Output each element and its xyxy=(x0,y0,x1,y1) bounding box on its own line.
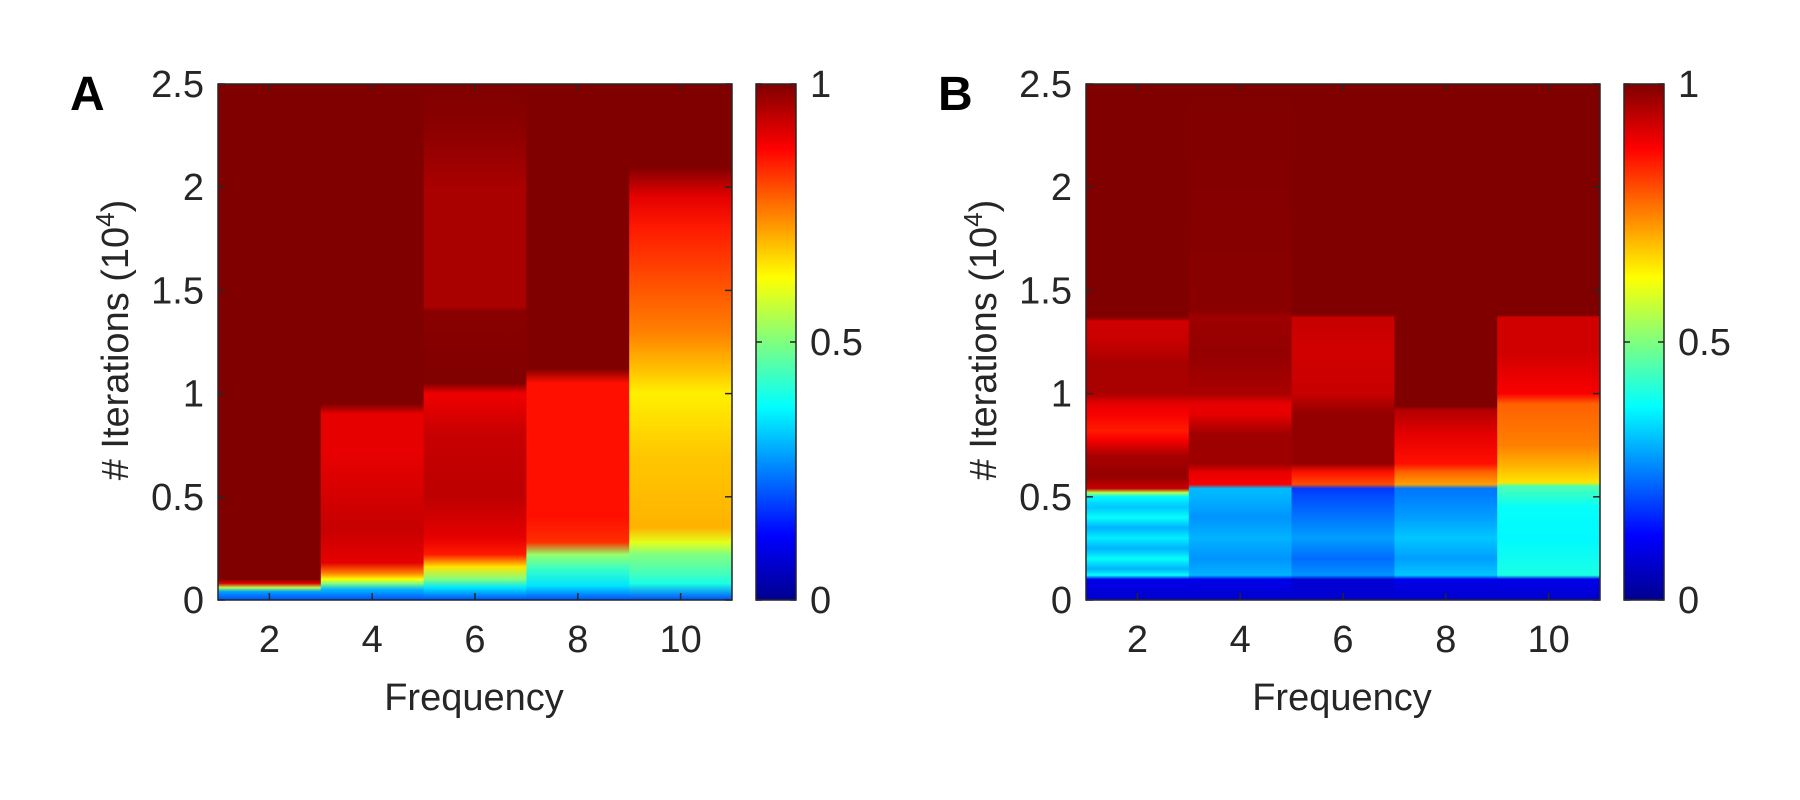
heatmap-column-freq-8 xyxy=(1394,84,1498,600)
colorbar-tick-label: 1 xyxy=(810,64,831,106)
y-tick-label: 0 xyxy=(183,580,204,622)
heatmap-column-freq-2 xyxy=(1086,84,1190,600)
y-axis-label-a-main: # Iterations (10 xyxy=(95,227,137,480)
colorbar-scale xyxy=(1623,83,1665,601)
colorbar-tick-label: 0.5 xyxy=(1678,322,1731,364)
y-tick-label: 2.5 xyxy=(151,64,204,106)
y-tick-label: 0 xyxy=(1051,580,1072,622)
y-tick-label: 0.5 xyxy=(151,477,204,519)
heatmap-column-freq-4 xyxy=(320,84,425,600)
heatmap-column-freq-10 xyxy=(629,84,733,600)
x-tick-label: 6 xyxy=(1332,619,1353,661)
x-tick-label: 6 xyxy=(464,619,485,661)
y-axis-label-b-close: ) xyxy=(963,200,1005,213)
y-tick-label: 1 xyxy=(1051,374,1072,416)
axes-a: 2 4 6 8 10 0 0.5 1 1.5 2 2.5 xyxy=(151,64,733,661)
x-tick-label: 4 xyxy=(1230,619,1251,661)
heatmap-column-freq-2 xyxy=(218,84,322,600)
colorbar-tick-label: 0 xyxy=(1678,580,1699,622)
heatmap-column-freq-10 xyxy=(1497,84,1601,600)
y-axis-label-b: # Iterations (104) xyxy=(958,200,1005,481)
y-tick-label: 2 xyxy=(183,167,204,209)
heatmap-a xyxy=(218,84,733,600)
y-tick-label: 0.5 xyxy=(1019,477,1072,519)
y-tick-label: 1.5 xyxy=(151,270,204,312)
colorbar-tick-label: 0.5 xyxy=(810,322,863,364)
y-tick-label: 1 xyxy=(183,374,204,416)
x-tick-label: 4 xyxy=(362,619,383,661)
colorbar-b: 00.51 xyxy=(1623,64,1731,622)
heatmap-column-freq-4 xyxy=(1188,84,1293,600)
x-axis-label-b: Frequency xyxy=(1252,677,1432,719)
colorbar-a: 00.51 xyxy=(755,64,863,622)
y-axis-label-b-main: # Iterations (10 xyxy=(963,227,1005,480)
heatmap-b xyxy=(1086,84,1601,600)
y-axis-label-a-exp: 4 xyxy=(90,212,120,226)
colorbar-tick-label: 1 xyxy=(1678,64,1699,106)
x-tick-label: 2 xyxy=(259,619,280,661)
y-tick-label: 2.5 xyxy=(1019,64,1072,106)
heatmap-column-freq-8 xyxy=(526,84,630,600)
x-axis-label-a: Frequency xyxy=(384,677,564,719)
y-axis-label-b-exp: 4 xyxy=(958,212,988,226)
x-tick-label: 10 xyxy=(659,619,701,661)
x-tick-label: 8 xyxy=(1435,619,1456,661)
panel-letter-b: B xyxy=(938,68,973,121)
y-axis-label-a-close: ) xyxy=(95,200,137,213)
y-tick-label: 1.5 xyxy=(1019,270,1072,312)
x-tick-label: 10 xyxy=(1527,619,1569,661)
axes-b: 2 4 6 8 10 0 0.5 1 1.5 2 2.5 xyxy=(1019,64,1601,661)
x-tick-label: 8 xyxy=(567,619,588,661)
heatmap-column-freq-6 xyxy=(1291,84,1395,600)
panel-letter-a: A xyxy=(70,68,105,121)
colorbar-tick-label: 0 xyxy=(810,580,831,622)
x-tick-label: 2 xyxy=(1127,619,1148,661)
y-tick-label: 2 xyxy=(1051,167,1072,209)
heatmap-column-freq-6 xyxy=(423,84,527,600)
y-axis-label-a: # Iterations (104) xyxy=(90,200,137,481)
